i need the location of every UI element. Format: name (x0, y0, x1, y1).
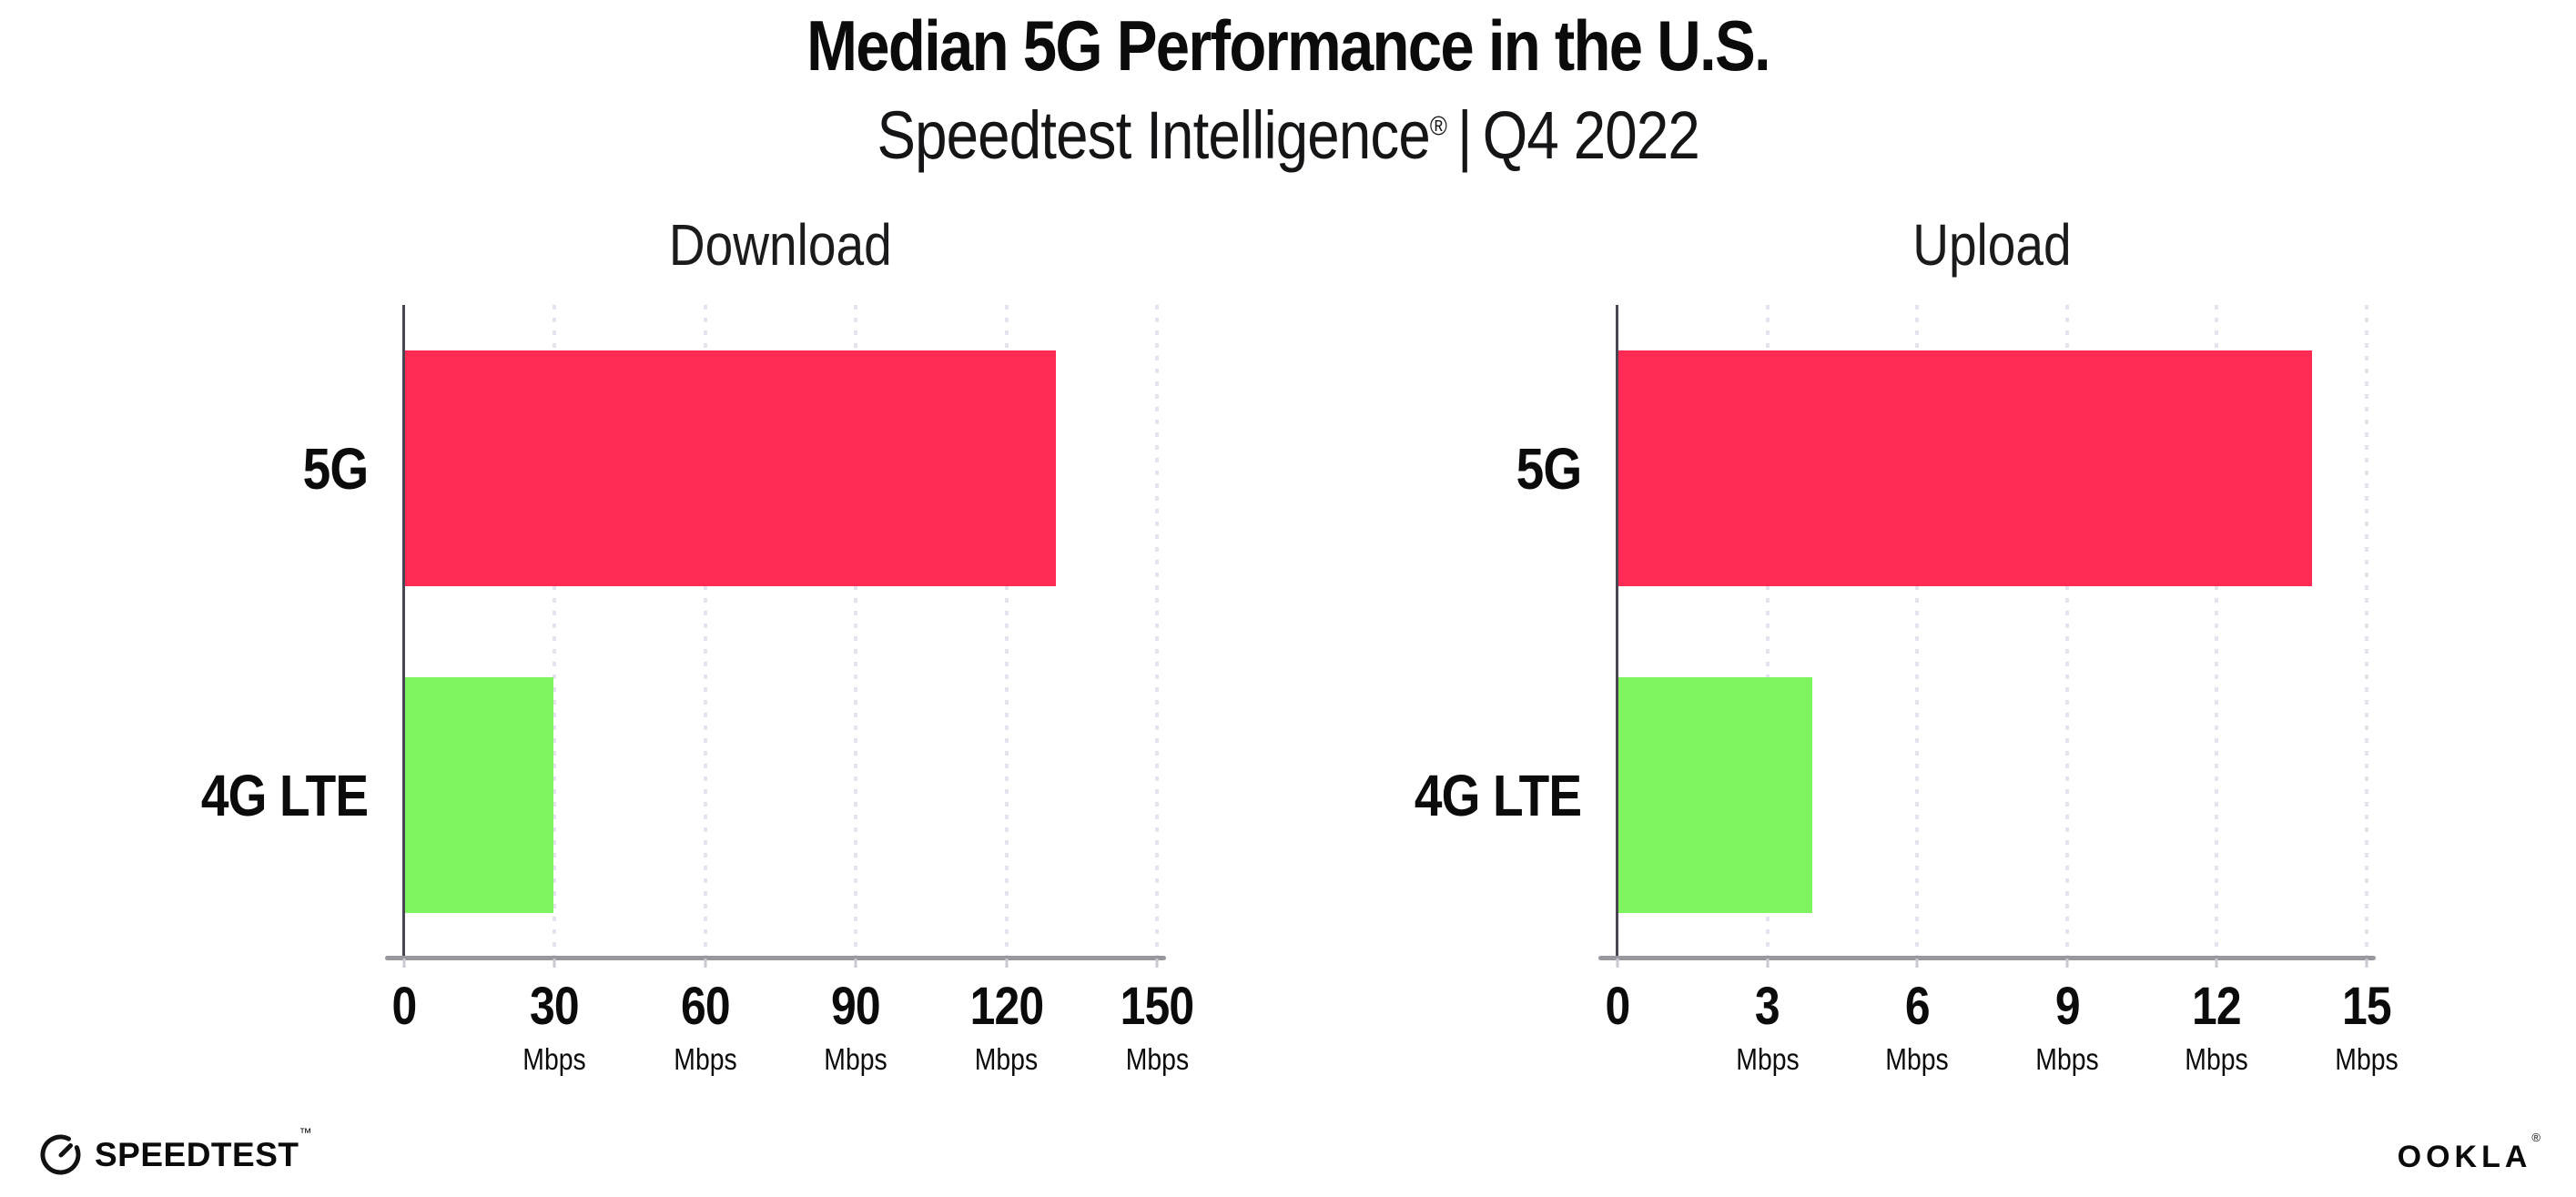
bar-4g-lte (1618, 677, 1812, 913)
y-axis-line (402, 305, 405, 959)
gridline (1915, 305, 1920, 959)
tick-unit: Mbps (2185, 1042, 2249, 1076)
tick-unit: Mbps (674, 1042, 737, 1076)
x-axis-tick (2215, 959, 2218, 968)
gridline (2215, 305, 2219, 959)
tick-unit: Mbps (974, 1042, 1039, 1076)
x-axis-tick (1616, 959, 1619, 968)
ookla-logo: OOKLA® (2397, 1131, 2545, 1175)
gridline (1765, 305, 1770, 959)
x-tick-label-12: 12 Mbps (2180, 976, 2254, 1077)
x-tick-label-120: 120 Mbps (964, 976, 1050, 1077)
x-tick-label-90: 90 Mbps (819, 976, 893, 1077)
subtitle-period: Q4 2022 (1482, 96, 1700, 173)
x-tick-label-0: 0 (390, 976, 418, 1037)
subtitle-separator: | (1456, 96, 1473, 173)
tick-value: 30 (530, 977, 581, 1036)
x-axis-line (1598, 956, 2376, 960)
x-axis-line (385, 956, 1166, 960)
tick-value: 0 (1605, 977, 1631, 1036)
x-tick-label-6: 6 Mbps (1881, 976, 1954, 1077)
tick-unit: Mbps (1735, 1042, 1800, 1076)
download-chart-title: Download (669, 212, 892, 278)
tick-unit: Mbps (2335, 1042, 2399, 1076)
x-tick-label-30: 30 Mbps (518, 976, 592, 1077)
upload-x-axis-labels: 0 3 Mbps 6 Mbps 9 Mbps 12 Mbps 15 Mbps (1606, 976, 2399, 1094)
tick-value: 150 (1120, 977, 1195, 1036)
tick-value: 12 (2192, 977, 2243, 1036)
download-plot-area (385, 305, 1166, 968)
gridline (1155, 305, 1159, 959)
page-subtitle: Speedtest Intelligence® | Q4 2022 (0, 96, 2576, 174)
gridline (854, 305, 858, 959)
tick-unit: Mbps (824, 1042, 887, 1076)
tick-unit: Mbps (1125, 1042, 1189, 1076)
speedtest-logo: SPEEDTEST™ (40, 1125, 312, 1176)
page-title: Median 5G Performance in the U.S. (806, 5, 1771, 86)
tick-value: 9 (2054, 977, 2080, 1036)
gridline (1004, 305, 1009, 959)
gridline (2365, 305, 2368, 959)
category-label-text: 5G (1516, 435, 1582, 502)
upload-chart-title: Upload (1912, 212, 2072, 278)
bar-4g-lte (404, 677, 554, 913)
subtitle-brand: Speedtest Intelligence (877, 96, 1430, 173)
x-tick-label-3: 3 Mbps (1730, 976, 1804, 1077)
x-tick-label-0: 0 (1603, 976, 1631, 1037)
y-axis-line (1616, 305, 1618, 959)
tick-value: 6 (1904, 977, 1931, 1036)
registered-mark: ® (1429, 111, 1447, 142)
x-tick-label-9: 9 Mbps (2030, 976, 2104, 1077)
tick-unit: Mbps (522, 1042, 587, 1076)
gridline (553, 305, 557, 959)
x-axis-tick (1155, 959, 1159, 968)
tick-value: 15 (2342, 977, 2392, 1036)
x-tick-label-60: 60 Mbps (668, 976, 742, 1077)
upload-category-labels: 5G 4G LTE (0, 305, 1582, 959)
tick-value: 120 (969, 977, 1044, 1036)
gridline (2064, 305, 2069, 959)
tick-value: 60 (680, 977, 731, 1036)
category-label-4g-lte: 4G LTE (174, 762, 369, 829)
x-axis-tick (553, 959, 556, 968)
category-label-text: 5G (302, 435, 369, 502)
speedtest-wordmark: SPEEDTEST™ (95, 1125, 312, 1173)
x-axis-tick (854, 959, 857, 968)
x-axis-tick (402, 959, 406, 968)
bar-5g (1618, 350, 2312, 586)
x-tick-label-150: 150 Mbps (1114, 976, 1200, 1077)
gridline (703, 305, 707, 959)
tick-value: 90 (831, 977, 881, 1036)
tick-value: 0 (391, 977, 418, 1036)
download-x-axis-labels: 0 30 Mbps 60 Mbps 90 Mbps 120 Mbps 150 Mbps (392, 976, 1195, 1094)
bar-5g (404, 350, 1056, 586)
category-label-4g-lte: 4G LTE (1387, 762, 1582, 829)
tick-value: 3 (1755, 977, 1780, 1036)
upload-plot-area (1598, 305, 2376, 968)
tick-unit: Mbps (1885, 1042, 1949, 1076)
speedtest-gauge-icon (40, 1134, 81, 1175)
x-axis-tick (704, 959, 707, 968)
x-axis-tick (1766, 959, 1770, 968)
x-axis-tick (2065, 959, 2069, 968)
download-category-labels: 5G 4G LTE (0, 305, 369, 959)
x-axis-tick (1915, 959, 1919, 968)
trademark-mark: ™ (299, 1125, 312, 1140)
category-label-5g: 5G (1506, 435, 1582, 502)
ookla-wordmark: OOKLA® (2397, 1131, 2545, 1174)
x-axis-tick (1005, 959, 1009, 968)
header: Median 5G Performance in the U.S. Speedt… (0, 5, 2576, 174)
category-label-5g: 5G (292, 435, 369, 502)
x-tick-label-15: 15 Mbps (2330, 976, 2404, 1077)
x-axis-tick (2365, 959, 2368, 968)
tick-unit: Mbps (2035, 1042, 2099, 1076)
category-label-text: 4G LTE (1414, 762, 1582, 828)
registered-mark: ® (2531, 1131, 2545, 1144)
category-label-text: 4G LTE (200, 762, 369, 828)
